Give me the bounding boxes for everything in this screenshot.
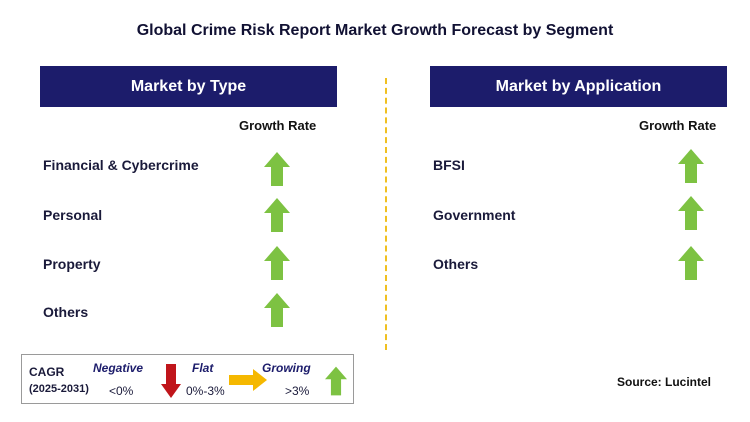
legend-flat-label: Flat [192, 361, 214, 375]
legend-cagr-label: CAGR [29, 365, 65, 379]
legend-period: (2025-2031) [29, 383, 89, 395]
legend-flat-range: 0%-3% [186, 384, 225, 398]
type-item-label: Property [43, 256, 101, 272]
legend-growing-range: >3% [285, 384, 310, 398]
right-arrow-icon [229, 369, 267, 391]
legend-growing-label: Growing [262, 361, 311, 375]
legend-negative-range: <0% [109, 384, 134, 398]
panel-divider [385, 78, 387, 350]
up-arrow-icon [678, 196, 704, 230]
up-arrow-icon [264, 246, 290, 280]
growth-rate-label-application: Growth Rate [639, 118, 717, 133]
type-item-label: Financial & Cybercrime [43, 157, 199, 173]
up-arrow-icon [678, 246, 704, 280]
down-arrow-icon [161, 364, 181, 398]
market-by-type-header: Market by Type [40, 66, 337, 107]
source-credit: Source: Lucintel [617, 375, 712, 389]
type-item-label: Personal [43, 207, 103, 223]
cagr-legend: CAGR (2025-2031) Negative <0% Flat 0%-3%… [21, 354, 354, 404]
up-arrow-icon [264, 198, 290, 232]
legend-negative-label: Negative [93, 361, 144, 375]
page-title: Global Crime Risk Report Market Growth F… [136, 22, 614, 39]
up-arrow-icon [264, 152, 290, 186]
type-item-label: Others [43, 304, 89, 320]
application-item-label: Government [433, 207, 516, 223]
application-item-label: Others [433, 256, 479, 272]
application-item-label: BFSI [433, 157, 465, 173]
up-arrow-icon [325, 366, 347, 396]
market-by-application-header: Market by Application [430, 66, 727, 107]
up-arrow-icon [678, 149, 704, 183]
up-arrow-icon [264, 293, 290, 327]
growth-rate-label-type: Growth Rate [239, 118, 317, 133]
